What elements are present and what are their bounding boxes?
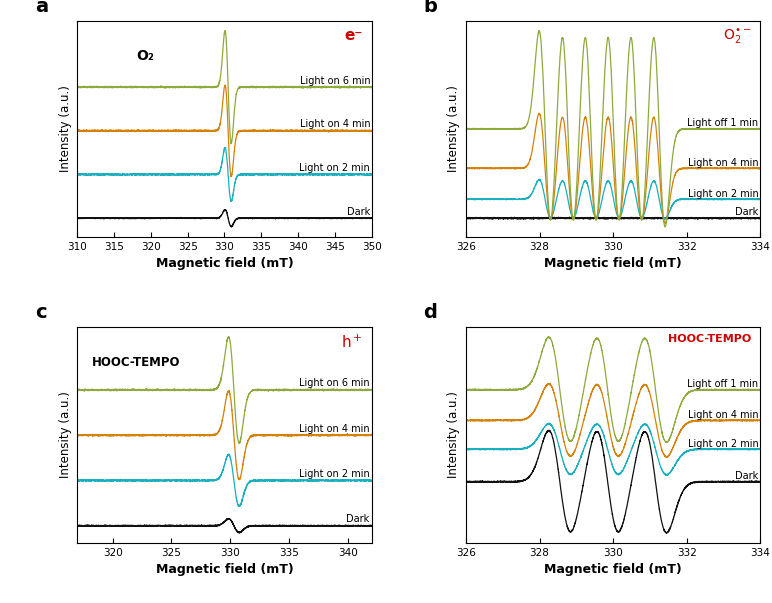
Y-axis label: Intensity (a.u.): Intensity (a.u.) (59, 86, 72, 172)
Text: Dark: Dark (735, 207, 759, 218)
Text: $\rm O_2^{\bullet-}$: $\rm O_2^{\bullet-}$ (723, 28, 752, 46)
X-axis label: Magnetic field (mT): Magnetic field (mT) (544, 563, 682, 576)
Text: Light on 4 min: Light on 4 min (300, 119, 371, 129)
Text: Light on 4 min: Light on 4 min (688, 157, 759, 168)
Text: Dark: Dark (347, 207, 371, 216)
Text: d: d (424, 303, 438, 323)
Text: HOOC-TEMPO: HOOC-TEMPO (669, 333, 752, 344)
X-axis label: Magnetic field (mT): Magnetic field (mT) (156, 563, 293, 576)
Text: Light on 2 min: Light on 2 min (299, 469, 369, 479)
Text: Light on 2 min: Light on 2 min (300, 163, 371, 173)
Text: b: b (424, 0, 438, 16)
Y-axis label: Intensity (a.u.): Intensity (a.u.) (447, 391, 460, 478)
Text: Dark: Dark (735, 471, 759, 481)
Text: O₂: O₂ (136, 49, 154, 63)
X-axis label: Magnetic field (mT): Magnetic field (mT) (544, 257, 682, 270)
Text: Light off 1 min: Light off 1 min (687, 379, 759, 389)
Text: Light off 1 min: Light off 1 min (687, 118, 759, 128)
Y-axis label: Intensity (a.u.): Intensity (a.u.) (59, 391, 72, 478)
Text: Light on 4 min: Light on 4 min (299, 424, 369, 434)
Text: $\rm h^+$: $\rm h^+$ (341, 333, 363, 351)
Text: a: a (35, 0, 48, 16)
Text: Light on 2 min: Light on 2 min (688, 189, 759, 198)
Text: Light on 4 min: Light on 4 min (688, 409, 759, 420)
Text: c: c (35, 303, 46, 323)
Text: Light on 6 min: Light on 6 min (299, 379, 369, 388)
Text: e⁻: e⁻ (344, 28, 363, 43)
X-axis label: Magnetic field (mT): Magnetic field (mT) (156, 257, 293, 270)
Text: HOOC-TEMPO: HOOC-TEMPO (92, 356, 181, 369)
Text: Dark: Dark (346, 514, 369, 524)
Text: Light on 2 min: Light on 2 min (688, 438, 759, 449)
Y-axis label: Intensity (a.u.): Intensity (a.u.) (447, 86, 460, 172)
Text: Light on 6 min: Light on 6 min (300, 75, 371, 86)
